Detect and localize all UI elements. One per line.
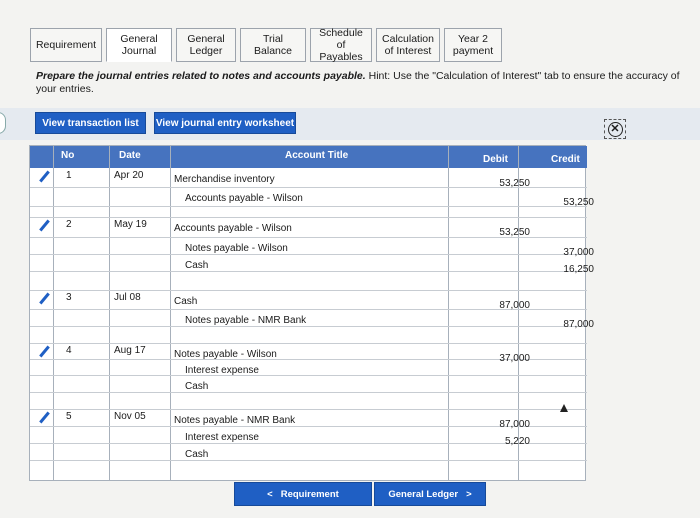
row-divider [30, 326, 587, 327]
col-divider [109, 146, 110, 480]
row-divider [30, 443, 587, 444]
row-divider [30, 426, 587, 427]
row-divider [30, 187, 587, 188]
header-debit: Debit [483, 154, 508, 165]
view-journal-entry-worksheet-button[interactable]: View journal entry worksheet [154, 112, 296, 134]
close-glyph: ✕ [607, 121, 623, 137]
view-transaction-list-button[interactable]: View transaction list [35, 112, 146, 134]
edit-entry-icon[interactable] [38, 293, 50, 305]
debit-amount: 5,220 [504, 436, 530, 447]
entry-number: 4 [66, 345, 72, 356]
header-account-title: Account Title [285, 150, 349, 161]
row-divider [30, 392, 587, 393]
debit-amount: 53,250 [499, 178, 530, 189]
edit-entry-icon[interactable] [38, 220, 50, 232]
entry-number: 3 [66, 292, 72, 303]
row-divider [30, 237, 587, 238]
credit-amount: 37,000 [563, 247, 594, 258]
row-divider [30, 206, 587, 207]
row-divider [30, 271, 587, 272]
row-divider [30, 460, 587, 461]
row-divider [30, 343, 587, 344]
header-credit: Credit [551, 154, 580, 165]
row-divider [30, 409, 587, 410]
debit-amount: 87,000 [499, 419, 530, 430]
entry-date: Jul 08 [114, 292, 141, 303]
next-label: General Ledger [388, 488, 459, 500]
credit-amount: 53,250 [563, 197, 594, 208]
row-divider [30, 290, 587, 291]
row-divider [30, 217, 587, 218]
col-divider [518, 146, 519, 480]
tab-trial-balance[interactable]: Trial Balance [240, 28, 306, 62]
row-divider [30, 375, 587, 376]
header-date: Date [119, 150, 141, 161]
account-title: Accounts payable - Wilson [185, 193, 303, 204]
edit-entry-icon[interactable] [38, 171, 50, 183]
col-divider [170, 146, 171, 480]
account-title: Cash [185, 381, 209, 392]
journal-table: No Date Account Title Debit Credit 1 Apr … [29, 145, 594, 481]
debit-amount: 37,000 [499, 353, 530, 364]
account-title: Interest expense [185, 432, 259, 443]
next-general-ledger-button[interactable]: General Ledger > [374, 482, 486, 506]
account-title: Notes payable - NMR Bank [174, 415, 296, 426]
mouse-cursor-icon [560, 404, 568, 412]
row-divider [30, 309, 587, 310]
tab-general-journal[interactable]: General Journal [106, 28, 172, 62]
tab-requirement[interactable]: Requirement [30, 28, 102, 62]
account-title: Cash [185, 449, 209, 460]
col-divider [448, 146, 449, 480]
tab-calculation-of-interest[interactable]: Calculation of Interest [376, 28, 440, 62]
header-no: No [61, 150, 75, 161]
entry-date: May 19 [114, 219, 147, 230]
account-title: Cash [174, 296, 198, 307]
prev-label: Requirement [280, 488, 339, 500]
credit-amount: 16,250 [563, 264, 594, 275]
row-divider [30, 359, 587, 360]
entry-date: Aug 17 [114, 345, 146, 356]
chevron-left-icon: < [267, 488, 273, 500]
account-title: Notes payable - Wilson [174, 349, 277, 360]
entry-number: 2 [66, 219, 72, 230]
account-title: Notes payable - NMR Bank [185, 315, 307, 326]
account-title: Cash [185, 260, 209, 271]
tab-general-ledger[interactable]: General Ledger [176, 28, 236, 62]
close-icon[interactable]: ✕ [604, 119, 626, 139]
entry-date: Apr 20 [114, 170, 144, 181]
account-title: Interest expense [185, 365, 259, 376]
credit-amount: 87,000 [563, 319, 594, 330]
entry-number: 5 [66, 411, 72, 422]
chevron-right-icon: > [466, 488, 472, 500]
instructions: Prepare the journal entries related to n… [36, 70, 696, 96]
account-title: Accounts payable - Wilson [174, 223, 292, 234]
debit-amount: 53,250 [499, 227, 530, 238]
instructions-hint: Hint: Use the "Calculation of Interest" … [36, 70, 680, 95]
col-divider [53, 146, 54, 480]
tab-year-2-payment[interactable]: Year 2 payment [444, 28, 502, 62]
table-header: No Date Account Title Debit Credit [30, 146, 587, 168]
entry-number: 1 [66, 170, 72, 181]
edit-entry-icon[interactable] [38, 412, 50, 424]
debit-amount: 87,000 [499, 300, 530, 311]
tab-schedule-of-payables[interactable]: Schedule of Payables [310, 27, 372, 63]
instructions-bold: Prepare the journal entries related to n… [36, 70, 366, 82]
prev-requirement-button[interactable]: < Requirement [234, 482, 372, 506]
account-title: Notes payable - Wilson [185, 243, 288, 254]
row-divider [30, 254, 587, 255]
tab-bar: Requirement General Journal General Ledg… [30, 27, 502, 63]
entry-date: Nov 05 [114, 411, 146, 422]
edit-entry-icon[interactable] [38, 346, 50, 358]
account-title: Merchandise inventory [174, 174, 275, 185]
